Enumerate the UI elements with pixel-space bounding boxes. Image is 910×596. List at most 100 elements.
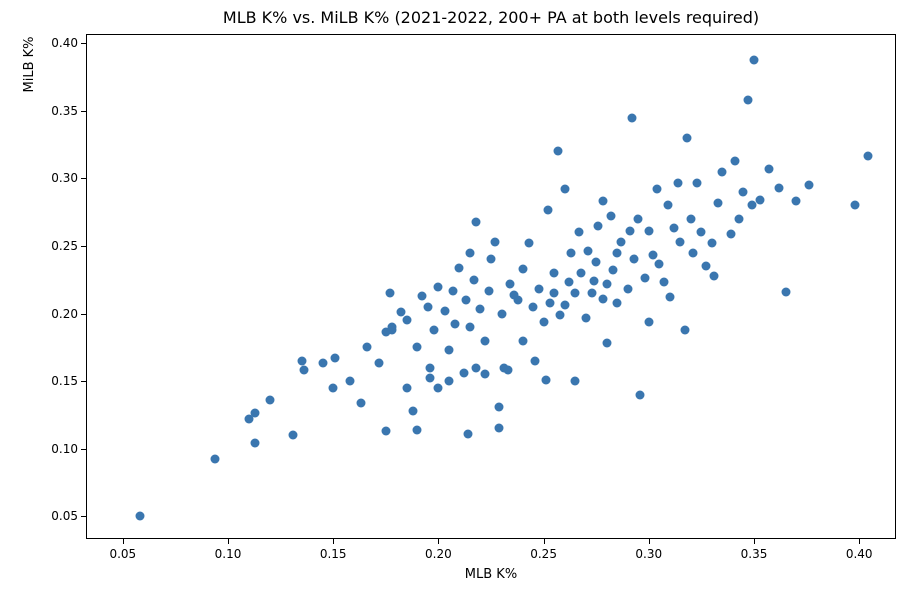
- y-tick-label: 0.40: [42, 36, 78, 50]
- x-tick: [544, 539, 545, 544]
- data-point: [543, 205, 552, 214]
- data-point: [602, 279, 611, 288]
- y-tick-label: 0.10: [42, 442, 78, 456]
- data-point: [413, 425, 422, 434]
- data-point: [472, 363, 481, 372]
- data-point: [535, 285, 544, 294]
- x-tick-label: 0.25: [530, 547, 557, 561]
- data-point: [388, 323, 397, 332]
- data-point: [449, 286, 458, 295]
- data-point: [425, 374, 434, 383]
- y-tick-label: 0.15: [42, 374, 78, 388]
- x-tick: [123, 539, 124, 544]
- y-tick: [81, 381, 86, 382]
- data-point: [503, 366, 512, 375]
- data-point: [386, 289, 395, 298]
- data-point: [634, 214, 643, 223]
- data-point: [289, 431, 298, 440]
- data-point: [649, 251, 658, 260]
- data-point: [461, 296, 470, 305]
- data-point: [346, 377, 355, 386]
- data-point: [444, 345, 453, 354]
- data-point: [670, 224, 679, 233]
- data-point: [396, 308, 405, 317]
- data-point: [743, 96, 752, 105]
- data-point: [587, 289, 596, 298]
- data-point: [545, 298, 554, 307]
- data-point: [362, 343, 371, 352]
- data-point: [714, 198, 723, 207]
- data-point: [566, 248, 575, 257]
- data-point: [583, 247, 592, 256]
- data-point: [541, 375, 550, 384]
- data-point: [451, 320, 460, 329]
- data-point: [726, 229, 735, 238]
- data-point: [444, 377, 453, 386]
- data-point: [682, 133, 691, 142]
- data-point: [627, 113, 636, 122]
- data-point: [655, 259, 664, 268]
- data-point: [710, 271, 719, 280]
- data-point: [850, 201, 859, 210]
- data-point: [554, 147, 563, 156]
- data-point: [539, 317, 548, 326]
- data-point: [592, 258, 601, 267]
- data-point: [590, 277, 599, 286]
- data-point: [735, 214, 744, 223]
- data-point: [707, 239, 716, 248]
- data-point: [402, 316, 411, 325]
- x-tick: [754, 539, 755, 544]
- data-point: [575, 228, 584, 237]
- x-tick: [649, 539, 650, 544]
- x-tick-label: 0.10: [215, 547, 242, 561]
- data-point: [331, 354, 340, 363]
- data-point: [688, 248, 697, 257]
- x-tick-label: 0.30: [635, 547, 662, 561]
- y-axis-label: MiLB K%: [22, 0, 37, 317]
- x-tick-label: 0.05: [109, 547, 136, 561]
- y-tick: [81, 178, 86, 179]
- data-point: [560, 185, 569, 194]
- data-point: [571, 289, 580, 298]
- scatter-chart-figure: MLB K% vs. MiLB K% (2021-2022, 200+ PA a…: [0, 0, 910, 596]
- data-point: [356, 398, 365, 407]
- data-point: [497, 309, 506, 318]
- data-point: [480, 370, 489, 379]
- data-point: [470, 275, 479, 284]
- data-point: [495, 402, 504, 411]
- data-point: [560, 301, 569, 310]
- data-point: [653, 185, 662, 194]
- data-point: [211, 455, 220, 464]
- data-point: [718, 167, 727, 176]
- data-point: [636, 390, 645, 399]
- x-tick-label: 0.20: [425, 547, 452, 561]
- data-point: [606, 212, 615, 221]
- y-tick-label: 0.20: [42, 307, 78, 321]
- data-point: [644, 227, 653, 236]
- data-point: [463, 429, 472, 438]
- data-point: [693, 178, 702, 187]
- data-point: [676, 237, 685, 246]
- chart-title: MLB K% vs. MiLB K% (2021-2022, 200+ PA a…: [86, 8, 896, 27]
- data-point: [731, 156, 740, 165]
- data-point: [135, 512, 144, 521]
- data-point: [564, 278, 573, 287]
- x-tick-label: 0.40: [846, 547, 873, 561]
- x-tick-label: 0.15: [320, 547, 347, 561]
- data-point: [663, 201, 672, 210]
- data-point: [581, 313, 590, 322]
- data-point: [455, 263, 464, 272]
- data-point: [440, 306, 449, 315]
- data-point: [550, 268, 559, 277]
- y-tick-label: 0.30: [42, 171, 78, 185]
- data-point: [609, 266, 618, 275]
- data-point: [630, 255, 639, 264]
- data-point: [623, 285, 632, 294]
- data-point: [749, 55, 758, 64]
- data-point: [556, 310, 565, 319]
- y-tick: [81, 246, 86, 247]
- data-point: [484, 286, 493, 295]
- data-point: [434, 383, 443, 392]
- data-point: [598, 294, 607, 303]
- data-point: [531, 356, 540, 365]
